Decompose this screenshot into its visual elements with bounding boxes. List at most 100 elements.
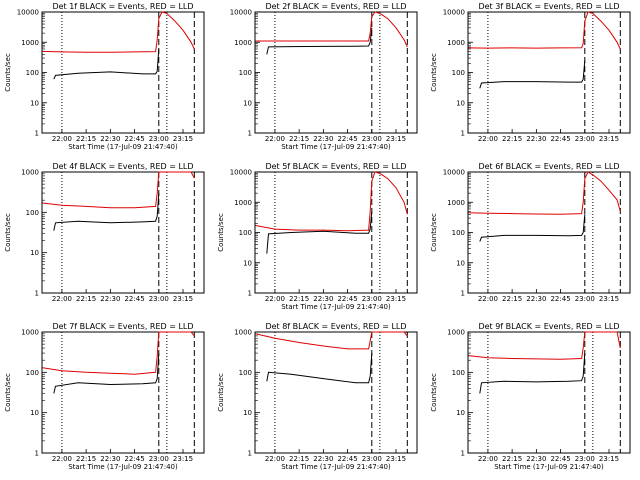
y-axis-label: Counts/sec [217, 373, 225, 412]
x-tick-label: 22:15 [502, 455, 522, 463]
x-tick-label: 22:15 [76, 295, 96, 303]
y-axis-label: Counts/sec [217, 213, 225, 252]
y-tick-label: 10000 [230, 169, 252, 177]
x-tick-label: 23:15 [599, 135, 619, 143]
y-tick-label: 1 [248, 290, 252, 298]
plot-frame [41, 171, 205, 294]
x-axis-label: Start Time (17-Jul-09 21:47:40) [494, 463, 604, 471]
y-axis-label: Counts/sec [4, 213, 12, 252]
y-tick-label: 100 [26, 69, 39, 77]
lld-series-line [42, 11, 195, 53]
x-tick-label: 22:15 [289, 295, 309, 303]
chart-panel: Det 1f BLACK = Events, RED = LLD 1 10 100 10… [0, 0, 213, 160]
y-tick-label: 1000 [447, 199, 465, 207]
y-tick-label: 10000 [17, 9, 39, 17]
x-tick-label: 23:15 [173, 455, 193, 463]
x-tick-label: 23:00 [575, 295, 595, 303]
chart-panel: Det 2f BLACK = Events, RED = LLD 1 10 100 10… [213, 0, 426, 160]
x-tick-label: 22:00 [52, 295, 72, 303]
x-tick-label: 22:00 [478, 455, 498, 463]
lld-series-line [42, 331, 195, 375]
x-tick-label: 23:15 [599, 295, 619, 303]
y-tick-label: 100 [452, 229, 465, 237]
y-tick-label: 10 [456, 99, 465, 107]
y-tick-label: 1 [35, 290, 39, 298]
events-series-line [479, 353, 586, 394]
y-tick-label: 1000 [234, 39, 252, 47]
x-axis-label: Start Time (17-Jul-09 21:47:40) [68, 463, 178, 471]
lld-series-line [468, 331, 621, 360]
y-axis-label: Counts/sec [4, 373, 12, 412]
x-tick-label: 23:15 [173, 295, 193, 303]
events-series-line [53, 353, 160, 394]
y-tick-label: 100 [452, 369, 465, 377]
lld-series-line [255, 331, 408, 350]
x-tick-label: 22:00 [265, 455, 285, 463]
x-tick-label: 22:45 [337, 135, 357, 143]
y-tick-label: 10000 [443, 9, 465, 17]
x-tick-label: 22:30 [313, 455, 333, 463]
y-tick-label: 10 [30, 249, 39, 257]
x-tick-label: 23:00 [149, 455, 169, 463]
x-tick-label: 22:15 [502, 295, 522, 303]
x-tick-label: 22:30 [526, 135, 546, 143]
chart-panel: Det 3f BLACK = Events, RED = LLD 1 10 100 10… [426, 0, 639, 160]
plot-frame [254, 11, 418, 134]
y-axis-label: Counts/sec [430, 53, 438, 92]
x-tick-label: 22:45 [550, 295, 570, 303]
y-tick-label: 10000 [230, 9, 252, 17]
y-axis-label: Counts/sec [430, 213, 438, 252]
chart-svg: Det 7f BLACK = Events, RED = LLD 1 10 100 10… [4, 322, 205, 471]
x-tick-label: 22:30 [100, 135, 120, 143]
x-tick-label: 22:45 [124, 455, 144, 463]
x-tick-label: 22:15 [76, 135, 96, 143]
y-tick-label: 1 [35, 130, 39, 138]
y-tick-label: 1 [248, 130, 252, 138]
y-tick-label: 1000 [21, 39, 39, 47]
y-tick-label: 10 [243, 409, 252, 417]
y-tick-label: 1000 [21, 169, 39, 177]
x-tick-label: 22:15 [502, 135, 522, 143]
x-axis-label: Start Time (17-Jul-09 21:47:40) [281, 143, 391, 151]
y-tick-label: 1 [35, 450, 39, 458]
x-tick-label: 22:45 [124, 295, 144, 303]
x-tick-label: 23:15 [386, 455, 406, 463]
chart-title: Det 4f BLACK = Events, RED = LLD [52, 162, 193, 171]
y-tick-label: 1000 [234, 329, 252, 337]
x-tick-label: 22:45 [124, 135, 144, 143]
x-tick-label: 22:00 [478, 135, 498, 143]
y-axis-label: Counts/sec [430, 373, 438, 412]
x-tick-label: 23:00 [362, 295, 382, 303]
x-tick-label: 23:15 [173, 135, 193, 143]
chart-panel: Det 7f BLACK = Events, RED = LLD 1 10 100 10… [0, 320, 213, 480]
x-tick-label: 23:15 [386, 295, 406, 303]
y-tick-label: 100 [452, 69, 465, 77]
chart-svg: Det 9f BLACK = Events, RED = LLD 1 10 100 10… [430, 322, 631, 471]
y-tick-label: 100 [239, 229, 252, 237]
y-tick-label: 10 [30, 99, 39, 107]
chart-svg: Det 4f BLACK = Events, RED = LLD 1 10 100 10… [4, 162, 205, 303]
y-tick-label: 1 [248, 450, 252, 458]
chart-title: Det 1f BLACK = Events, RED = LLD [52, 2, 193, 11]
y-axis-label: Counts/sec [4, 53, 12, 92]
chart-title: Det 2f BLACK = Events, RED = LLD [265, 2, 406, 11]
y-tick-label: 1 [461, 130, 465, 138]
y-tick-label: 1000 [447, 329, 465, 337]
chart-panel: Det 9f BLACK = Events, RED = LLD 1 10 100 10… [426, 320, 639, 480]
chart-title: Det 9f BLACK = Events, RED = LLD [478, 322, 619, 331]
chart-svg: Det 5f BLACK = Events, RED = LLD 1 10 100 10… [217, 162, 418, 311]
chart-title: Det 6f BLACK = Events, RED = LLD [478, 162, 619, 171]
chart-title: Det 8f BLACK = Events, RED = LLD [265, 322, 406, 331]
x-tick-label: 23:00 [149, 135, 169, 143]
plot-frame [41, 331, 205, 454]
x-tick-label: 23:00 [575, 455, 595, 463]
x-tick-label: 22:15 [76, 455, 96, 463]
chart-title: Det 3f BLACK = Events, RED = LLD [478, 2, 619, 11]
x-axis-label: Start Time (17-Jul-09 21:47:40) [281, 303, 391, 311]
x-tick-label: 23:00 [575, 135, 595, 143]
x-tick-label: 22:15 [289, 455, 309, 463]
x-tick-label: 22:30 [526, 455, 546, 463]
chart-title: Det 5f BLACK = Events, RED = LLD [265, 162, 406, 171]
events-series-line [266, 353, 373, 384]
plot-frame [467, 331, 631, 454]
